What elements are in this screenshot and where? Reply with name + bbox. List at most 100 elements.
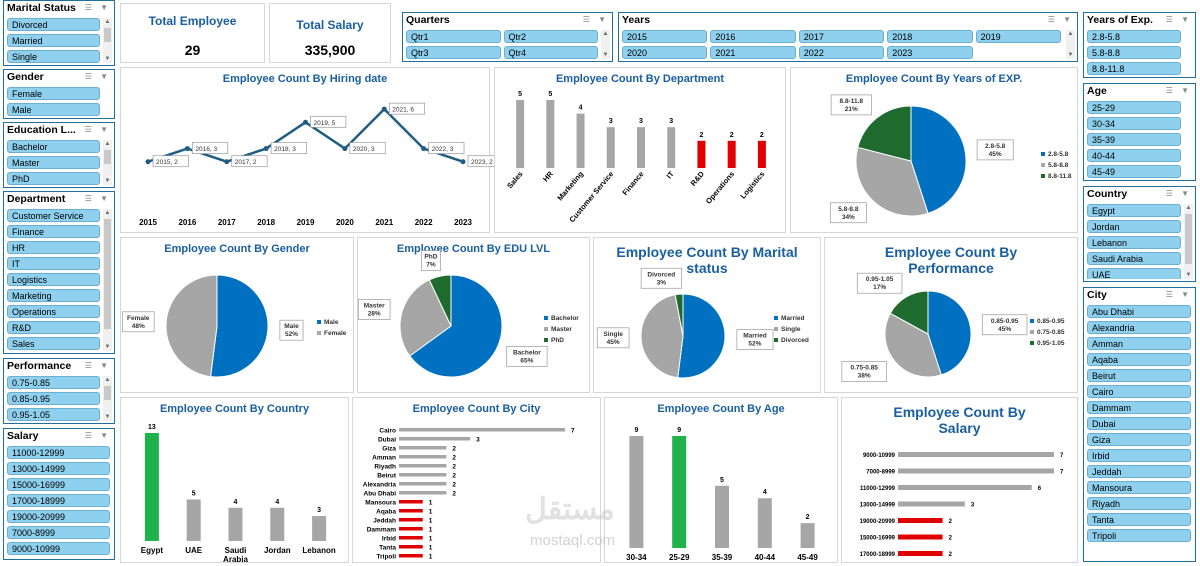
slicer-item-years_exp[interactable]: 5.8-8.8 bbox=[1087, 46, 1181, 59]
filter-icons[interactable]: ☰ ▼ bbox=[1165, 15, 1192, 24]
slicer-item-salary[interactable]: 9000-10999 bbox=[7, 542, 110, 555]
slicer-item-city[interactable]: Giza bbox=[1087, 433, 1191, 446]
slicer-item-city[interactable]: Jeddah bbox=[1087, 465, 1191, 478]
slicer-item-marital[interactable]: Single bbox=[7, 50, 100, 63]
salary-chart: Employee Count By Salary 9000-10999 7 7000… bbox=[841, 397, 1078, 563]
slicer-item-marital[interactable]: Married bbox=[7, 34, 100, 47]
slicer-item-country[interactable]: UAE bbox=[1087, 268, 1181, 279]
slicer-item-city[interactable]: Mansoura bbox=[1087, 481, 1191, 494]
slicer-item-salary[interactable]: 17000-18999 bbox=[7, 494, 110, 507]
slicer-item-education[interactable]: PhD bbox=[7, 172, 100, 185]
filter-icons[interactable]: ☰ ▼ bbox=[1165, 290, 1192, 299]
scrollbar[interactable]: ▲ ▼ bbox=[103, 376, 112, 421]
filter-icons[interactable]: ☰ ▼ bbox=[84, 431, 111, 440]
legend-swatch bbox=[544, 316, 548, 320]
slicer-item-salary[interactable]: 13000-14999 bbox=[7, 462, 110, 475]
legend-label: 0.85-0.95 bbox=[1037, 318, 1065, 325]
slicer-item-age[interactable]: 40-44 bbox=[1087, 149, 1181, 162]
slicer-item-department[interactable]: R&D bbox=[7, 321, 100, 334]
slicer-item-country[interactable]: Egypt bbox=[1087, 204, 1181, 217]
slicer-item-years[interactable]: 2020 bbox=[622, 46, 708, 59]
data-label: 2.8-5.8 bbox=[985, 143, 1006, 150]
slicer-item-city[interactable]: Abu Dhabi bbox=[1087, 305, 1191, 318]
slicer-item-age[interactable]: 25-29 bbox=[1087, 101, 1181, 114]
slicer-item-quarters[interactable]: Qtr2 bbox=[503, 30, 598, 43]
filter-icons[interactable]: ☰ ▼ bbox=[1165, 86, 1192, 95]
filter-icons[interactable]: ☰ ▼ bbox=[84, 194, 111, 203]
slicer-item-department[interactable]: HR bbox=[7, 241, 100, 254]
slicer-item-marital[interactable]: Divorced bbox=[7, 18, 100, 31]
slicer-item-city[interactable]: Aqaba bbox=[1087, 353, 1191, 366]
slicer-item-salary[interactable]: 15000-16999 bbox=[7, 478, 110, 491]
slicer-item-department[interactable]: IT bbox=[7, 257, 100, 270]
slicer-item-city[interactable]: Dammam bbox=[1087, 401, 1191, 414]
slicer-item-years[interactable]: 2018 bbox=[887, 30, 973, 43]
data-label: 28% bbox=[368, 310, 381, 317]
slicer-item-salary[interactable]: 11000-12999 bbox=[7, 446, 110, 459]
slicer-item-years[interactable]: 2022 bbox=[798, 46, 885, 59]
slicer-item-city[interactable]: Dubai bbox=[1087, 417, 1191, 430]
scrollbar[interactable]: ▲ ▼ bbox=[1184, 204, 1193, 279]
data-label: 2 bbox=[452, 481, 456, 488]
slicer-item-country[interactable]: Lebanon bbox=[1087, 236, 1181, 249]
scrollbar[interactable]: ▲ ▼ bbox=[601, 30, 610, 59]
filter-icons[interactable]: ☰ ▼ bbox=[84, 361, 111, 370]
slicer-item-city[interactable]: Irbid bbox=[1087, 449, 1191, 462]
slicer-item-country[interactable]: Saudi Arabia bbox=[1087, 252, 1181, 265]
slicer-item-salary[interactable]: 7000-8999 bbox=[7, 526, 110, 539]
slicer-item-years[interactable]: 2015 bbox=[622, 30, 708, 43]
scrollbar[interactable]: ▲ ▼ bbox=[1066, 30, 1075, 59]
slicer-item-quarters[interactable]: Qtr1 bbox=[406, 30, 501, 43]
slicer-item-quarters[interactable]: Qtr4 bbox=[503, 46, 598, 59]
slicer-item-department[interactable]: Operations bbox=[7, 305, 100, 318]
slicer-item-city[interactable]: Alexandria bbox=[1087, 321, 1191, 334]
slicer-item-department[interactable]: Sales bbox=[7, 337, 100, 350]
slicer-item-quarters[interactable]: Qtr3 bbox=[406, 46, 501, 59]
slicer-item-salary[interactable]: 19000-20999 bbox=[7, 510, 110, 523]
line-point bbox=[145, 159, 151, 165]
slicer-item-years[interactable]: 2016 bbox=[710, 30, 796, 43]
scrollbar[interactable]: ▲ ▼ bbox=[103, 209, 112, 351]
filter-icons[interactable]: ☰ ▼ bbox=[1047, 15, 1074, 24]
marital-status-slicer: Marital Status ☰ ▼ Divorced Married Single… bbox=[3, 0, 115, 66]
slicer-item-years[interactable]: 2023 bbox=[887, 46, 973, 59]
slicer-item-performance[interactable]: 0.85-0.95 bbox=[7, 392, 100, 405]
slicer-item-age[interactable]: 35-39 bbox=[1087, 133, 1181, 146]
performance-chart: Employee Count By Performance 0.85-0.95 4… bbox=[824, 237, 1078, 393]
slicer-item-performance[interactable]: 0.75-0.85 bbox=[7, 376, 100, 389]
filter-icons[interactable]: ☰ ▼ bbox=[84, 125, 111, 134]
slicer-item-gender[interactable]: Female bbox=[7, 87, 100, 100]
scrollbar[interactable]: ▲ ▼ bbox=[103, 140, 112, 185]
slicer-item-years_exp[interactable]: 8.8-11.8 bbox=[1087, 62, 1181, 75]
slicer-item-city[interactable]: Riyadh bbox=[1087, 497, 1191, 510]
slicer-item-city[interactable]: Tripoli bbox=[1087, 529, 1191, 542]
slicer-item-education[interactable]: Bachelor bbox=[7, 140, 100, 153]
slicer-item-gender[interactable]: Male bbox=[7, 103, 100, 116]
filter-icons[interactable]: ☰ ▼ bbox=[582, 15, 609, 24]
scrollbar[interactable]: ▲ ▼ bbox=[103, 18, 112, 63]
slicer-item-department[interactable]: Logistics bbox=[7, 273, 100, 286]
slicer-item-education[interactable]: Master bbox=[7, 156, 100, 169]
slicer-item-years[interactable]: 2021 bbox=[710, 46, 796, 59]
slicer-item-age[interactable]: 30-34 bbox=[1087, 117, 1181, 130]
slicer-item-years[interactable]: 2019 bbox=[975, 30, 1061, 43]
pie-slice bbox=[428, 274, 452, 327]
slicer-item-city[interactable]: Amman bbox=[1087, 337, 1191, 350]
filter-icons[interactable]: ☰ ▼ bbox=[1165, 189, 1192, 198]
slicer-item-country[interactable]: Jordan bbox=[1087, 220, 1181, 233]
slicer-item-city[interactable]: Beirut bbox=[1087, 369, 1191, 382]
slicer-item-department[interactable]: Finance bbox=[7, 225, 100, 238]
slicer-item-department[interactable]: Marketing bbox=[7, 289, 100, 302]
slicer-item-city[interactable]: Cairo bbox=[1087, 385, 1191, 398]
slicer-item-department[interactable]: Customer Service bbox=[7, 209, 100, 222]
slicer-item-city[interactable]: Tanta bbox=[1087, 513, 1191, 526]
filter-icons[interactable]: ☰ ▼ bbox=[84, 72, 111, 81]
filter-icons[interactable]: ☰ ▼ bbox=[84, 3, 111, 12]
slicer-item-performance[interactable]: 0.95-1.05 bbox=[7, 408, 100, 421]
tick-label: Irbid bbox=[382, 535, 396, 542]
tick-label: 2015 bbox=[139, 218, 157, 227]
legend-label: PhD bbox=[551, 337, 564, 344]
slicer-item-years_exp[interactable]: 2.8-5.8 bbox=[1087, 30, 1181, 43]
slicer-item-years[interactable]: 2017 bbox=[798, 30, 885, 43]
slicer-item-age[interactable]: 45-49 bbox=[1087, 165, 1181, 178]
